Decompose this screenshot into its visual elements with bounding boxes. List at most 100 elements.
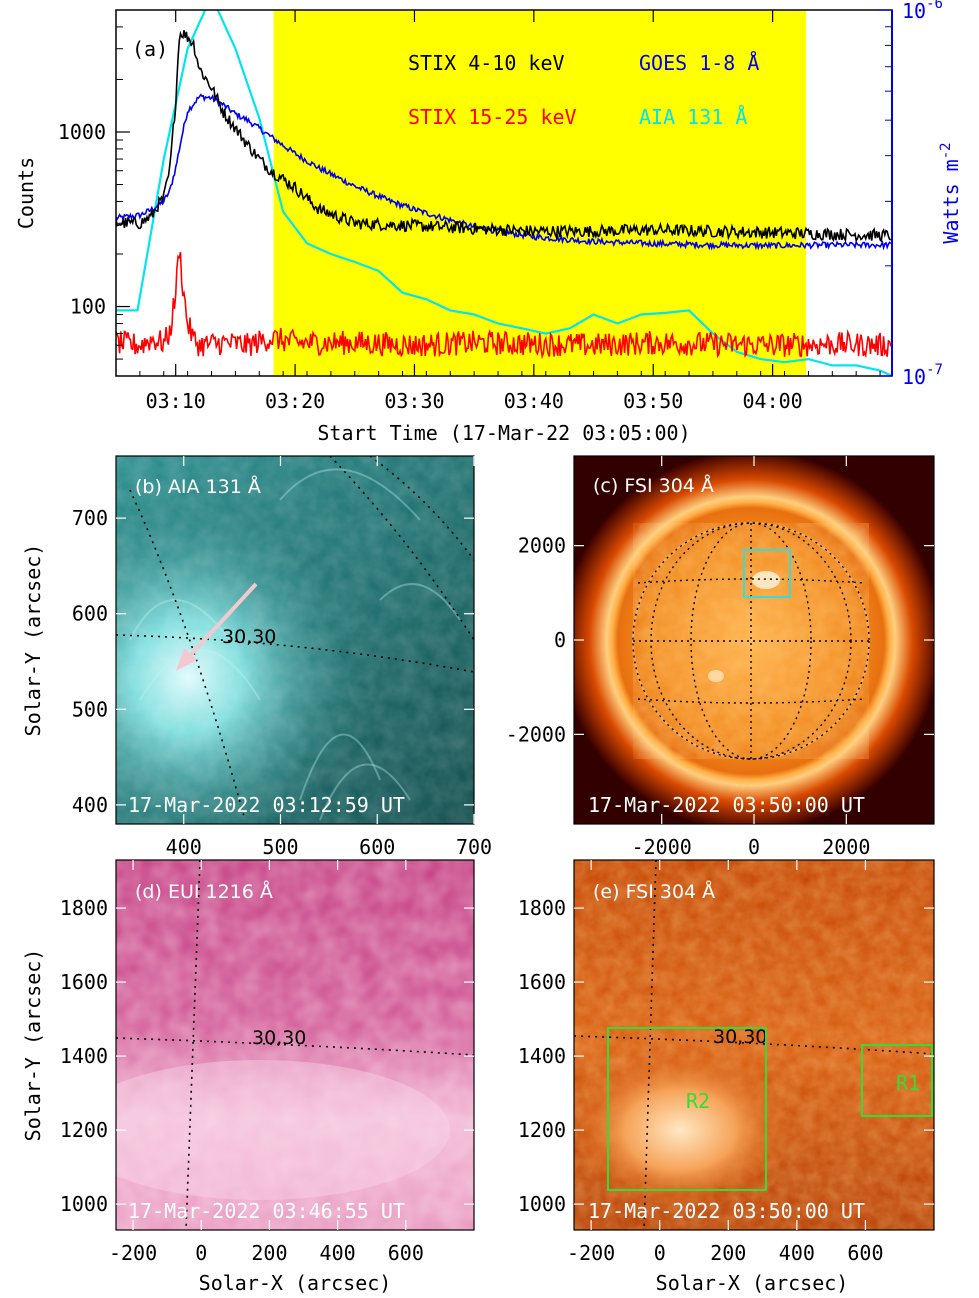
legend-stix-high: STIX 15-25 keV [408,105,577,129]
x-tick-label: 600 [847,1241,883,1265]
axis-ticks: -200 0 200 400 600 1800 1600 1400 1200 1000 [60,860,474,1265]
disk-texture [633,523,869,759]
y-tick-label: 1200 [518,1118,566,1142]
y-tick-label: 500 [72,697,108,721]
grid-label: 30,30 [222,626,276,648]
x-tick-label: 0 [195,1241,207,1265]
y-tick-label: 1600 [518,970,566,994]
x-tick-label: 400 [166,835,202,859]
shaded-interval [273,10,807,376]
y-axis-right-label: Watts m-2 [938,142,963,243]
series-group [116,10,892,376]
panel-c-fsi-full: (c) FSI 304 Å 17-Mar-2022 03:50:00 UT -2… [506,455,935,859]
bright-region [574,1050,790,1210]
panel-b-aia: 30,30 (b) AIA 131 Å 17-Mar-2022 03:12:59… [21,455,492,859]
x-tick-label: 700 [456,835,492,859]
x-tick-label: -200 [567,1241,615,1265]
lat-lon-grid [574,860,934,1230]
y-axis-label: Solar-Y (arcsec) [21,544,45,737]
region-r1-box [861,1044,933,1117]
x-tick-label: 03:10 [146,389,206,413]
lat-lon-grid [116,860,474,1230]
arrow-head [176,648,197,671]
y-tick-label: 100 [70,295,106,319]
texture [116,456,474,824]
active-region-bright [752,571,780,589]
panel-title: (e) FSI 304 Å [593,880,715,903]
region-r2-label: R2 [686,1089,710,1113]
right-tick-label: 10-6 [902,0,943,23]
region-r2-box [607,1027,767,1191]
x-tick-label: 200 [251,1241,287,1265]
right-tick-label: 10-7 [902,362,943,389]
region-r1-label: R1 [896,1071,920,1095]
series-line-3 [116,10,892,376]
panel-a-lightcurve: 03:10 03:20 03:30 03:40 03:50 04:00 100 1000 10-… [14,0,963,445]
arrow-shaft [184,582,258,662]
x-tick-label: 600 [359,835,395,859]
y-axis-label: Counts [14,157,38,229]
panel-e-fsi-zoom: 30,30 R2 R1 (e) FSI 304 Å 17-Mar-2022 03… [518,859,935,1295]
x-tick-label: 600 [388,1241,424,1265]
x-axis-label: Solar-X (arcsec) [656,1271,849,1295]
y-tick-label: 1800 [518,896,566,920]
x-tick-label: 400 [320,1241,356,1265]
x-tick-label: 03:30 [384,389,444,413]
legend-goes: GOES 1-8 Å [639,51,759,75]
axis-ticks: -2000 0 2000 2000 0 -2000 [506,456,934,859]
x-tick-label: 03:40 [504,389,564,413]
timestamp: 17-Mar-2022 03:46:55 UT [128,1199,405,1223]
axis-ticks: 400 500 600 700 700 600 500 400 [72,456,492,859]
panel-label: (a) [132,37,168,61]
axis-ticks: -200 0 200 400 600 1800 1600 1400 1200 1000 [518,860,934,1265]
x-axis-label: Start Time (17-Mar-22 03:05:00) [317,421,690,445]
y-tick-label: 1200 [60,1118,108,1142]
y-tick-label: 1000 [518,1192,566,1216]
plot-frame [115,859,475,1231]
y-tick-label: 1000 [58,120,106,144]
x-tick-label: 2000 [822,835,870,859]
panel-title: (b) AIA 131 Å [135,475,261,498]
y-tick-label: -2000 [506,722,566,746]
texture [116,860,474,1230]
y-tick-label: 1400 [60,1044,108,1068]
timestamp: 17-Mar-2022 03:50:00 UT [588,793,865,817]
plot-frame [573,859,935,1231]
x-axis-label: Solar-X (arcsec) [199,1271,392,1295]
lat-lon-grid [632,522,870,760]
y-tick-label: 600 [72,602,108,626]
x-tick-label: 03:50 [623,389,683,413]
y-tick-label: 1000 [60,1192,108,1216]
timestamp: 17-Mar-2022 03:12:59 UT [128,793,405,817]
x-tick-label: 04:00 [743,389,803,413]
x-tick-label: 500 [262,835,298,859]
x-tick-label: -200 [109,1241,157,1265]
y-tick-label: 2000 [518,534,566,558]
x-tick-label: 0 [748,835,760,859]
y-tick-label: 400 [72,793,108,817]
y-axis-label: Solar-Y (arcsec) [21,949,45,1142]
bright-spot [708,670,724,682]
y-tick-label: 700 [72,506,108,530]
x-tick-label: 200 [710,1241,746,1265]
x-tick-label: 0 [654,1241,666,1265]
y-tick-label: 1400 [518,1044,566,1068]
series-line-0 [116,30,892,243]
panel-d-eui: 30,30 (d) EUI 1216 Å 17-Mar-2022 03:46:5… [21,859,475,1295]
panel-title: (d) EUI 1216 Å [135,880,273,903]
y-tick-label: 0 [554,628,566,652]
legend-stix-low: STIX 4-10 keV [408,51,565,75]
series-line-1 [116,252,892,360]
zoom-box [743,549,791,598]
legend-aia: AIA 131 Å [639,105,747,129]
x-tick-label: -2000 [632,835,692,859]
axis-ticks: 03:10 03:20 03:30 03:40 03:50 04:00 100 1000 10-… [58,0,943,413]
lat-lon-grid [116,456,474,821]
panel-title: (c) FSI 304 Å [593,474,714,497]
y-tick-label: 1600 [60,970,108,994]
bright-region [116,1060,450,1200]
x-tick-label: 400 [779,1241,815,1265]
timestamp: 17-Mar-2022 03:50:00 UT [588,1199,865,1223]
coronal-loops [129,468,461,821]
